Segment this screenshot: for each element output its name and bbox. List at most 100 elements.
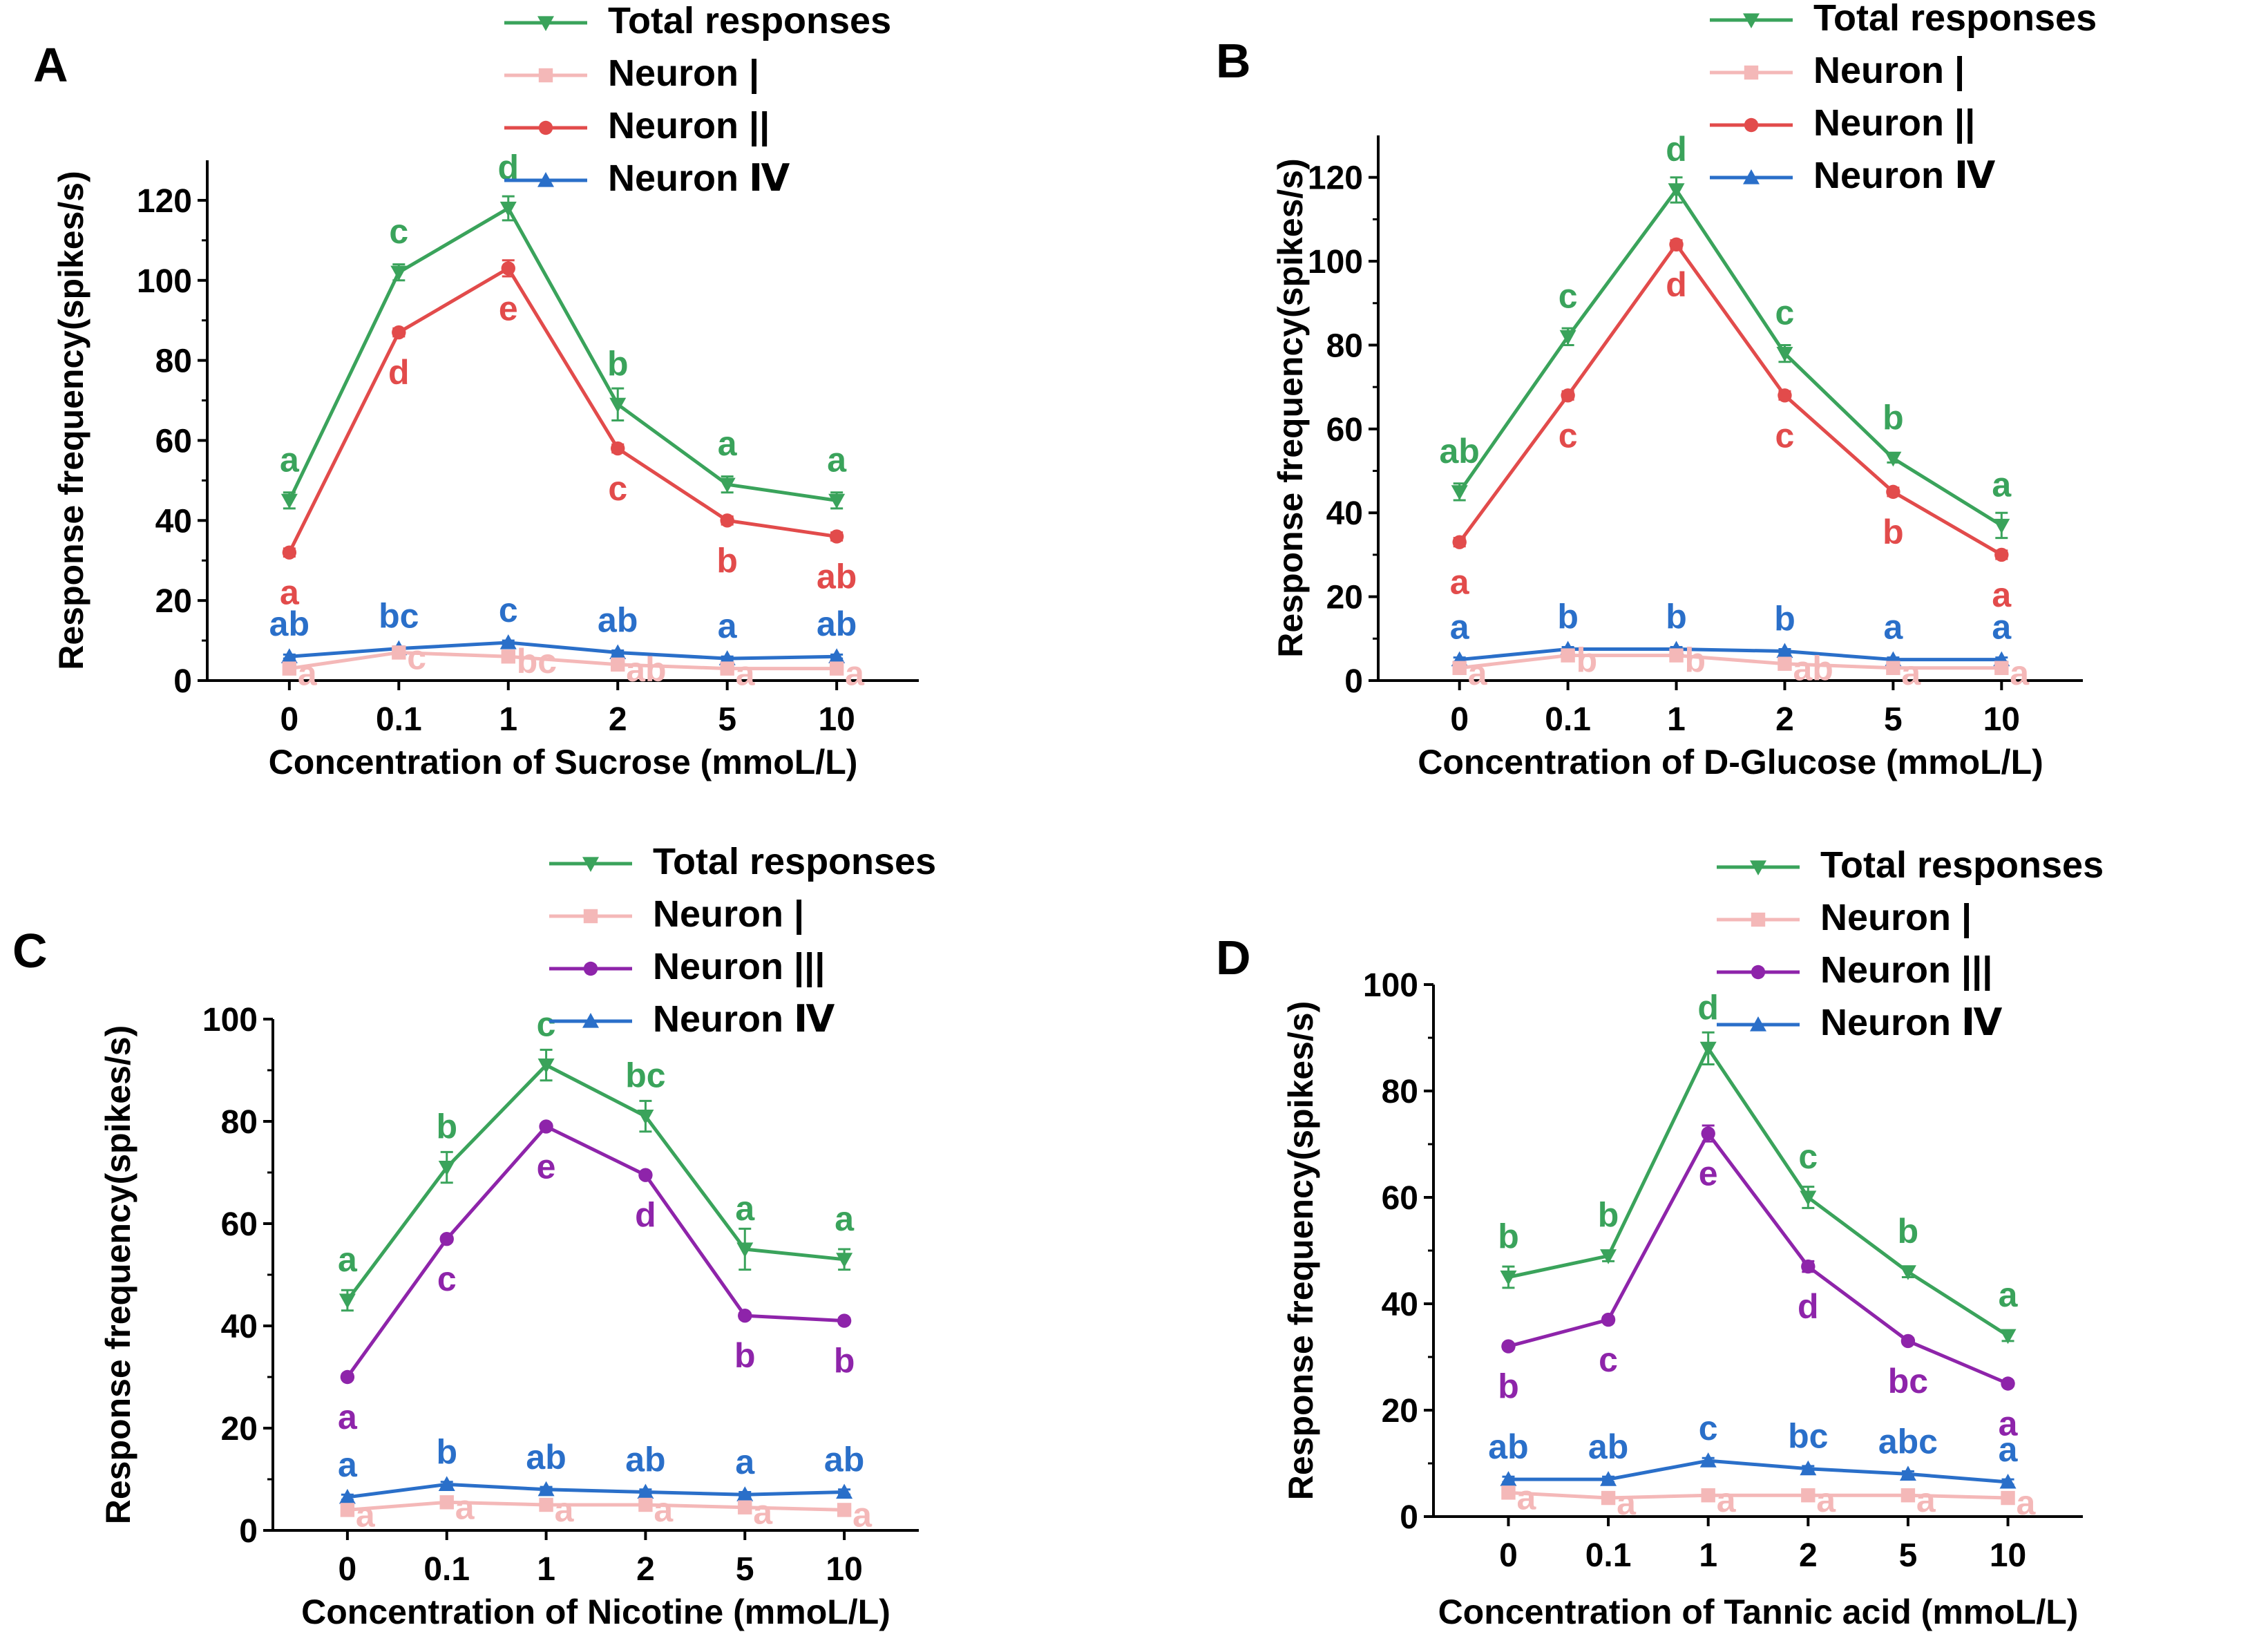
significance-letter: d [1798, 1287, 1819, 1326]
data-point [439, 1232, 454, 1246]
data-point [339, 1488, 356, 1504]
series-line [1458, 241, 2003, 557]
data-point [390, 265, 408, 281]
significance-letter: ab [625, 1441, 665, 1479]
legend-label: Neuron | [1820, 897, 1972, 939]
significance-letter: a [1916, 1481, 1936, 1519]
data-point [718, 650, 736, 665]
data-point [1451, 485, 1468, 500]
legend: Total responses Neuron | Neuron || Neuron Ⅳ [504, 0, 891, 199]
data-point [837, 1313, 852, 1328]
significance-letter: c [608, 469, 627, 508]
significance-letter: b [436, 1432, 457, 1471]
x-tick-label: 5 [718, 701, 736, 738]
significance-letter: b [834, 1342, 855, 1380]
y-axis-label: Response frequency(spikes/s) [52, 171, 90, 670]
significance-letter: ab [824, 1441, 864, 1479]
data-point [501, 649, 515, 664]
significance-letter: a [1999, 1430, 2019, 1469]
y-tick-label: 60 [1326, 412, 1363, 448]
significance-letter: a [1992, 576, 2012, 614]
significance-letter: a [455, 1488, 475, 1526]
significance-letter: b [1774, 600, 1795, 638]
data-point [1600, 1249, 1617, 1264]
significance-letter: ab [598, 600, 638, 639]
x-tick-label: 2 [609, 701, 627, 738]
panel-d: D 0 20 40 60 80 100 0 0.1 1 2 5 10 Response frequency… [1216, 844, 2104, 1631]
x-tick-label: 0.1 [1545, 701, 1591, 738]
x-tick-label: 0 [1450, 701, 1469, 738]
data-point [837, 1503, 852, 1517]
data-point [340, 1369, 355, 1385]
series-neuron1: a b b ab a a [1452, 641, 2030, 692]
legend-marker [1744, 117, 1759, 133]
y-tick-label: 0 [1344, 663, 1363, 700]
y-tick-label: 40 [1382, 1287, 1418, 1323]
legend-label: Total responses [1820, 844, 2104, 886]
data-point [1899, 1265, 1916, 1280]
data-point [1999, 1473, 2017, 1489]
significance-letter: e [1699, 1155, 1718, 1193]
series-line [1458, 187, 2003, 527]
y-tick-label: 80 [155, 343, 192, 380]
significance-letter: a [1883, 608, 1903, 647]
y-tick-label: 80 [1326, 327, 1363, 364]
y-tick-label: 80 [221, 1104, 258, 1141]
data-point [1899, 1465, 1916, 1481]
data-point [1993, 518, 2010, 534]
significance-letter: bc [625, 1056, 665, 1095]
data-point [1699, 1041, 1717, 1057]
series-line [1459, 647, 2002, 662]
data-point [720, 513, 734, 528]
significance-letter: a [827, 440, 847, 479]
significance-letter: a [1468, 654, 1488, 692]
legend-label: Total responses [608, 0, 891, 41]
y-tick-label: 40 [155, 503, 192, 540]
series-line [347, 1482, 845, 1499]
data-point [280, 493, 298, 509]
y-tick-label: 0 [173, 663, 192, 700]
panel-letter: B [1216, 34, 1251, 88]
data-point [280, 648, 298, 663]
significance-letter: c [1599, 1340, 1618, 1379]
legend-label: Neuron || [1813, 102, 1975, 144]
data-point [1994, 661, 2009, 675]
series-line [289, 640, 837, 661]
x-tick-label: 1 [537, 1551, 555, 1588]
data-point [828, 493, 846, 509]
data-point [1452, 535, 1467, 549]
significance-letter: a [1901, 654, 1921, 692]
data-point [638, 1497, 653, 1512]
significance-letter: a [356, 1495, 376, 1534]
significance-letter: b [1557, 597, 1579, 636]
data-point [392, 645, 406, 660]
data-point [1994, 547, 2009, 562]
data-point [1669, 237, 1684, 251]
y-tick-label: 20 [221, 1411, 258, 1447]
x-tick-label: 1 [1667, 701, 1686, 738]
y-tick-label: 40 [221, 1309, 258, 1345]
data-point [438, 1161, 455, 1176]
legend: Total responses Neuron | Neuron ||| Neuron … [549, 841, 936, 1040]
data-point [1601, 1312, 1616, 1327]
y-tick-label: 20 [155, 583, 192, 620]
significance-letter: bc [1888, 1362, 1928, 1401]
panel-letter: D [1216, 931, 1251, 985]
x-tick-label: 10 [818, 701, 855, 738]
legend: Total responses Neuron | Neuron ||| Neuron … [1717, 844, 2104, 1043]
significance-letter: b [716, 541, 738, 580]
series-line [1459, 654, 2002, 670]
legend-label: Neuron || [608, 105, 770, 147]
significance-letter: a [1516, 1478, 1536, 1517]
x-tick-label: 1 [499, 701, 517, 738]
x-tick-label: 0 [280, 701, 298, 738]
data-point [828, 648, 846, 663]
x-tick-label: 10 [1990, 1537, 2026, 1574]
series-neuron2: a c d c b a [1450, 237, 2012, 614]
data-point [718, 477, 736, 493]
x-tick-label: 0 [1499, 1537, 1518, 1574]
series-line [289, 650, 837, 671]
legend-marker [1750, 1016, 1766, 1032]
data-point [1701, 1126, 1715, 1141]
